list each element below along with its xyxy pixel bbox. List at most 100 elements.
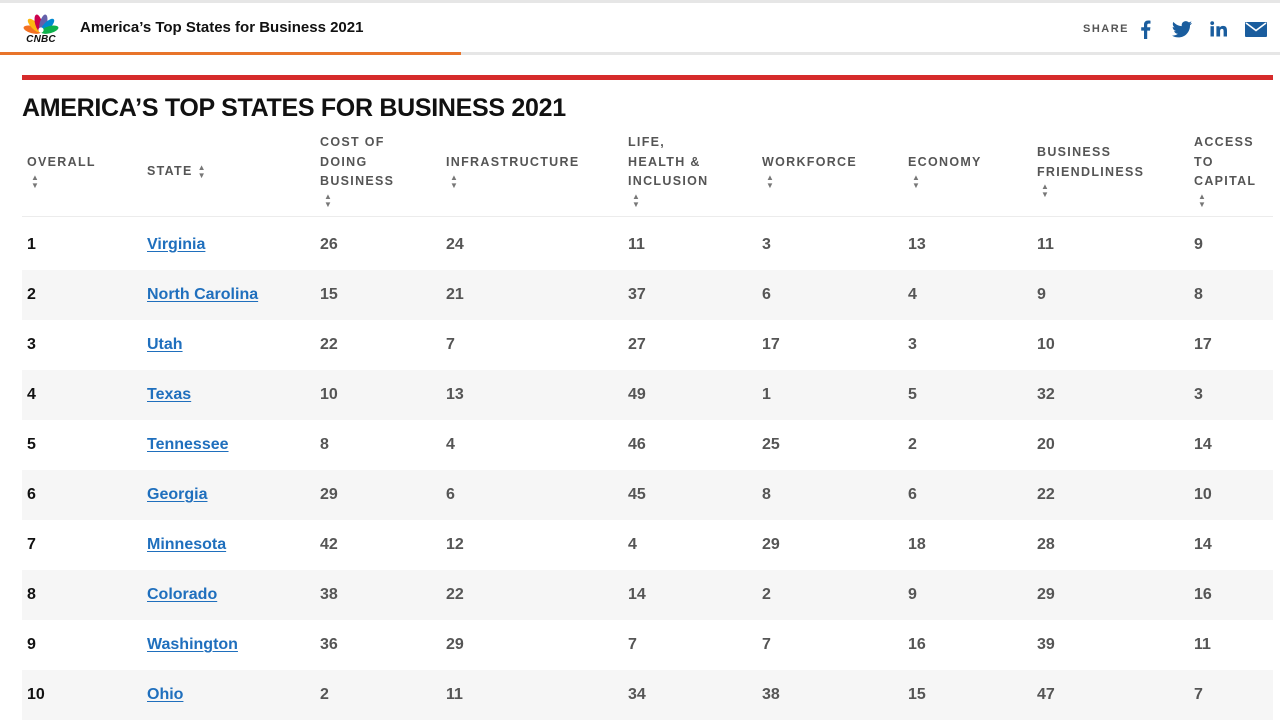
- business-rank-cell: 28: [1037, 536, 1055, 553]
- overall-rank-cell: 1: [27, 236, 36, 253]
- column-header-economy[interactable]: ECONOMY ▲ ▼: [908, 153, 982, 190]
- life-rank-cell: 34: [628, 686, 646, 703]
- economy-rank-cell: 9: [908, 586, 917, 603]
- life-rank-cell: 14: [628, 586, 646, 603]
- state-link[interactable]: Tennessee: [147, 436, 229, 453]
- life-rank-cell: 45: [628, 486, 646, 503]
- state-cell: Tennessee: [147, 420, 229, 470]
- email-icon[interactable]: [1244, 18, 1268, 40]
- column-header-label: OVERALL: [27, 155, 96, 169]
- column-header-label: FRIENDLINESS: [1037, 164, 1145, 179]
- table-row: 1 Virginia 26 24 11 3 13 11 9: [22, 220, 1273, 270]
- workforce-rank-cell: 17: [762, 336, 780, 353]
- column-header-overall[interactable]: OVERALL ▲ ▼: [27, 153, 96, 190]
- workforce-rank-cell: 2: [762, 586, 771, 603]
- cnbc-logo[interactable]: CNBC: [18, 11, 64, 45]
- state-link[interactable]: Georgia: [147, 486, 208, 503]
- state-link[interactable]: North Carolina: [147, 286, 259, 303]
- cost-rank-cell: 15: [320, 286, 338, 303]
- business-rank-cell: 47: [1037, 686, 1055, 703]
- economy-rank-cell: 4: [908, 286, 917, 303]
- infrastructure-rank-cell: 11: [446, 686, 463, 703]
- share-label: SHARE: [1083, 23, 1130, 35]
- economy-rank-cell: 16: [908, 636, 926, 653]
- infrastructure-rank-cell: 6: [446, 486, 455, 503]
- table-row: 10 Ohio 2 11 34 38 15 47 7: [22, 670, 1273, 720]
- capital-rank-cell: 3: [1194, 386, 1203, 403]
- business-rank-cell: 39: [1037, 636, 1055, 653]
- column-header-label: ECONOMY: [908, 155, 982, 169]
- page-title: AMERICA’S TOP STATES FOR BUSINESS 2021: [22, 94, 566, 122]
- business-rank-cell: 32: [1037, 386, 1055, 403]
- overall-rank-cell: 6: [27, 486, 36, 503]
- workforce-rank-cell: 7: [762, 636, 771, 653]
- business-rank-cell: 20: [1037, 436, 1055, 453]
- state-cell: Colorado: [147, 570, 217, 620]
- cost-rank-cell: 26: [320, 236, 338, 253]
- sort-arrows-icon[interactable]: ▲ ▼: [1041, 182, 1049, 199]
- state-link[interactable]: Minnesota: [147, 536, 227, 553]
- overall-rank-cell: 9: [27, 636, 36, 653]
- state-link[interactable]: Texas: [147, 386, 192, 403]
- capital-rank-cell: 17: [1194, 336, 1212, 353]
- sort-arrows-icon[interactable]: ▲ ▼: [197, 162, 206, 180]
- overall-rank-cell: 8: [27, 586, 36, 603]
- life-rank-cell: 49: [628, 386, 646, 403]
- sort-arrows-icon[interactable]: ▲ ▼: [324, 191, 332, 209]
- column-header-cost[interactable]: COST OF DOING BUSINESS ▲ ▼: [320, 133, 394, 209]
- column-header-label: LIFE,: [628, 135, 666, 149]
- capital-rank-cell: 8: [1194, 286, 1203, 303]
- state-link[interactable]: Washington: [147, 636, 238, 653]
- business-rank-cell: 10: [1037, 336, 1055, 353]
- infrastructure-rank-cell: 29: [446, 636, 464, 653]
- economy-rank-cell: 2: [908, 436, 917, 453]
- workforce-rank-cell: 3: [762, 236, 771, 253]
- state-link[interactable]: Colorado: [147, 586, 218, 603]
- column-header-workforce[interactable]: WORKFORCE ▲ ▼: [762, 153, 857, 190]
- sort-arrows-icon[interactable]: ▲ ▼: [450, 172, 458, 190]
- column-header-label: INCLUSION: [628, 174, 709, 188]
- economy-rank-cell: 3: [908, 336, 917, 353]
- linkedin-icon[interactable]: [1208, 18, 1230, 40]
- infrastructure-rank-cell: 4: [446, 436, 455, 453]
- sort-arrows-icon[interactable]: ▲ ▼: [766, 172, 774, 190]
- infrastructure-rank-cell: 21: [446, 286, 464, 303]
- facebook-icon[interactable]: [1137, 18, 1153, 40]
- infrastructure-rank-cell: 22: [446, 586, 464, 603]
- column-header-life[interactable]: LIFE, HEALTH & INCLUSION ▲ ▼: [628, 133, 708, 209]
- workforce-rank-cell: 6: [762, 286, 771, 303]
- infrastructure-rank-cell: 24: [446, 236, 464, 253]
- table-row: 9 Washington 36 29 7 7 16 39 11: [22, 620, 1273, 670]
- economy-rank-cell: 5: [908, 386, 917, 403]
- infrastructure-rank-cell: 13: [446, 386, 464, 403]
- life-rank-cell: 46: [628, 436, 646, 453]
- state-link[interactable]: Ohio: [147, 686, 184, 703]
- reading-progress-bar: [0, 52, 1280, 55]
- overall-rank-cell: 3: [27, 336, 36, 353]
- column-header-label: CAPITAL: [1194, 174, 1257, 188]
- business-rank-cell: 22: [1037, 486, 1055, 503]
- sort-arrows-icon[interactable]: ▲ ▼: [1198, 191, 1206, 209]
- column-header-capital[interactable]: ACCESS TO CAPITAL ▲ ▼: [1194, 133, 1256, 209]
- overall-rank-cell: 2: [27, 286, 36, 303]
- sort-arrows-icon[interactable]: ▲ ▼: [632, 191, 640, 209]
- column-header-business[interactable]: BUSINESS FRIENDLINESS ▲ ▼: [1037, 143, 1144, 199]
- overall-rank-cell: 7: [27, 536, 36, 553]
- column-header-label: HEALTH &: [628, 154, 701, 169]
- column-header-infrastructure[interactable]: INFRASTRUCTURE ▲ ▼: [446, 153, 579, 190]
- sort-arrows-icon[interactable]: ▲ ▼: [912, 172, 920, 190]
- reading-progress-fill: [0, 52, 461, 55]
- state-link[interactable]: Utah: [147, 336, 183, 353]
- infrastructure-rank-cell: 12: [446, 536, 464, 553]
- workforce-rank-cell: 8: [762, 486, 771, 503]
- column-header-label: BUSINESS: [320, 174, 395, 188]
- logo-text: CNBC: [26, 34, 56, 45]
- economy-rank-cell: 13: [908, 236, 926, 253]
- twitter-icon[interactable]: [1171, 18, 1193, 40]
- header-title: America’s Top States for Business 2021: [80, 19, 364, 36]
- sort-arrows-icon[interactable]: ▲ ▼: [31, 172, 39, 190]
- column-header-state[interactable]: STATE ▲ ▼: [147, 162, 206, 182]
- cost-rank-cell: 2: [320, 686, 329, 703]
- state-link[interactable]: Virginia: [147, 236, 206, 253]
- top-border: [0, 0, 1280, 3]
